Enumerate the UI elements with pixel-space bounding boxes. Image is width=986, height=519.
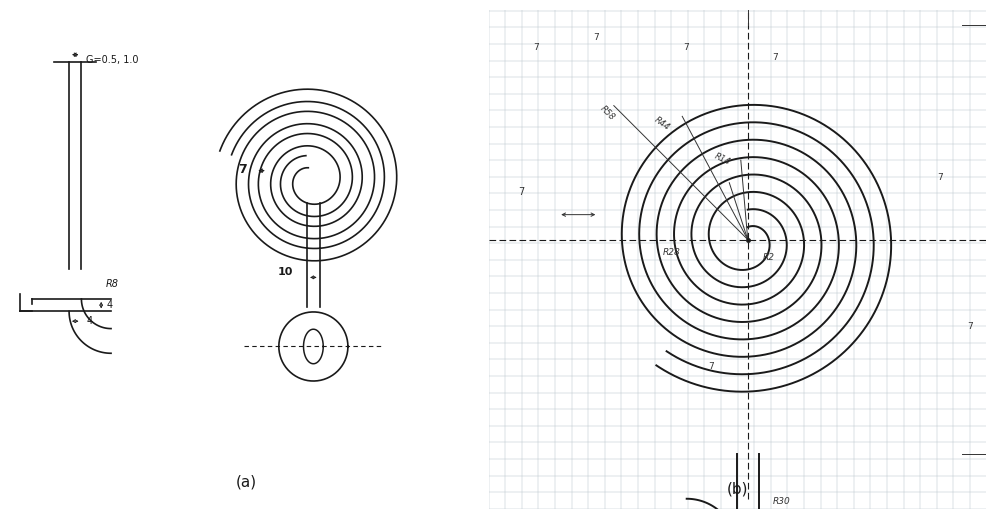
Text: R28: R28 [663, 248, 680, 256]
Text: 7: 7 [707, 362, 713, 371]
Text: 7: 7 [532, 43, 538, 52]
Text: 7: 7 [936, 173, 942, 182]
Text: 7: 7 [518, 187, 525, 197]
Text: 4: 4 [106, 300, 112, 310]
Text: 10: 10 [277, 267, 293, 277]
Text: 7: 7 [593, 33, 599, 42]
Text: 7: 7 [772, 53, 778, 62]
Text: (b): (b) [727, 482, 747, 497]
Text: R14: R14 [712, 152, 731, 167]
Text: R30: R30 [772, 497, 790, 506]
Text: (a): (a) [236, 474, 257, 489]
Text: R2: R2 [762, 253, 774, 262]
Text: 7: 7 [238, 163, 246, 176]
Text: G=0.5, 1.0: G=0.5, 1.0 [87, 54, 139, 65]
Text: 7: 7 [682, 43, 688, 52]
Text: 4: 4 [87, 316, 93, 326]
Text: 7: 7 [966, 322, 972, 331]
Text: R8: R8 [106, 279, 119, 289]
Text: R58: R58 [598, 104, 615, 122]
Text: R44: R44 [653, 115, 671, 132]
